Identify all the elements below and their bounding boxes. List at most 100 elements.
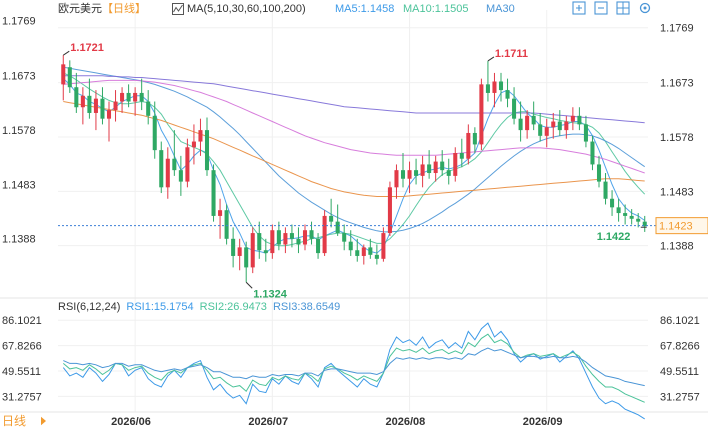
candle-body bbox=[414, 170, 419, 176]
candle-body bbox=[276, 230, 281, 245]
annotation-layer: 1.1423 1.1721 1.1711 1.1324 1.1422 bbox=[58, 42, 708, 300]
candle-body bbox=[440, 161, 445, 171]
candle-body bbox=[126, 92, 131, 102]
rsi-line-rsi1 bbox=[62, 322, 645, 420]
annotation-pointer bbox=[487, 56, 495, 62]
candle-body bbox=[100, 98, 105, 119]
candle-body bbox=[394, 170, 399, 188]
ma-line-ma100 bbox=[63, 101, 645, 197]
candle-body bbox=[67, 67, 72, 88]
candle-body bbox=[178, 170, 183, 182]
candle-body bbox=[106, 110, 112, 119]
candle-body bbox=[472, 132, 477, 145]
candle-body bbox=[616, 207, 621, 214]
candle-body bbox=[400, 170, 406, 179]
candle-body bbox=[355, 250, 360, 256]
candle-body bbox=[146, 101, 151, 116]
period-selector-button[interactable]: 日线 bbox=[2, 414, 27, 428]
candle-body bbox=[302, 230, 308, 245]
candle-body bbox=[570, 115, 575, 122]
candle-body bbox=[361, 247, 366, 256]
candle-body bbox=[296, 238, 301, 245]
candle-body bbox=[590, 141, 595, 165]
grid-icon[interactable] bbox=[616, 1, 630, 15]
chart-header: 欧元美元【日线】 MA(5,10,30,60,100,200) MA5:1.14… bbox=[0, 0, 708, 18]
rsi-title: RSI(6,12,24) bbox=[58, 301, 121, 313]
candle-body bbox=[198, 130, 203, 142]
candle-body bbox=[479, 84, 484, 145]
candle-body bbox=[224, 210, 229, 239]
candle-body bbox=[244, 247, 249, 268]
candle-body bbox=[564, 121, 569, 131]
candle-body bbox=[80, 95, 85, 108]
y-tick-label-right: 1.1769 bbox=[660, 23, 694, 35]
rsi-line-rsi2 bbox=[62, 333, 645, 403]
last-price-box bbox=[655, 217, 708, 235]
candle-body bbox=[74, 87, 79, 108]
candle-body bbox=[466, 132, 471, 159]
y-tick-label-right: 1.1483 bbox=[660, 186, 694, 198]
candle-body bbox=[557, 121, 562, 131]
ma5-value: MA5:1.1458 bbox=[335, 3, 395, 15]
ma-toggle-icon[interactable] bbox=[172, 3, 184, 15]
annotation-pointer bbox=[245, 281, 253, 289]
candlestick-layer bbox=[61, 55, 647, 283]
candle-body bbox=[329, 215, 334, 222]
candle-body bbox=[335, 221, 340, 234]
candle-body bbox=[407, 170, 412, 179]
settings-icon[interactable] bbox=[638, 1, 652, 15]
y-tick-label-left: 1.1769 bbox=[2, 16, 36, 28]
candle-body bbox=[427, 164, 432, 174]
rsi-layer bbox=[62, 322, 645, 420]
candle-body bbox=[636, 218, 641, 222]
rsi-tick-label-left: 49.5511 bbox=[2, 366, 41, 378]
candle-body bbox=[387, 187, 392, 234]
candle-body bbox=[289, 233, 294, 239]
candle-body bbox=[185, 147, 190, 182]
y-tick-label-left: 1.1483 bbox=[2, 179, 36, 191]
y-tick-label-right: 1.1388 bbox=[660, 241, 694, 253]
y-tick-label-left: 1.1673 bbox=[2, 71, 36, 83]
x-tick-label: 2026/06 bbox=[111, 416, 151, 428]
last-price-label: 1.1423 bbox=[659, 221, 693, 233]
symbol-name: 欧元美元 bbox=[58, 3, 102, 15]
candle-body bbox=[453, 153, 458, 176]
candle-body bbox=[629, 215, 634, 219]
screenshot-icon[interactable] bbox=[572, 1, 586, 15]
candle-body bbox=[93, 98, 98, 113]
candle-body bbox=[348, 241, 353, 251]
moving-average-layer bbox=[62, 66, 646, 254]
candle-body bbox=[191, 141, 196, 148]
x-tick-label: 2026/08 bbox=[386, 416, 426, 428]
period-tag[interactable]: 【日线】 bbox=[102, 3, 146, 15]
rsi-tick-label-right: 49.5511 bbox=[660, 366, 699, 378]
candle-body bbox=[120, 92, 125, 102]
grid-layer bbox=[0, 10, 708, 413]
candle-body bbox=[237, 247, 242, 256]
annotation-high-label: 1.1721 bbox=[70, 42, 104, 54]
candle-body bbox=[172, 158, 177, 171]
candle-body bbox=[603, 181, 608, 199]
candle-body bbox=[459, 153, 464, 159]
candle-body bbox=[374, 254, 379, 259]
y-tick-label-right: 1.1578 bbox=[660, 132, 694, 144]
ma-line-ma60 bbox=[63, 79, 645, 174]
candle-body bbox=[322, 215, 327, 254]
annotation-low-label: 1.1324 bbox=[253, 288, 288, 300]
candle-body bbox=[538, 124, 543, 136]
candle-body bbox=[152, 115, 157, 151]
caret-right-icon[interactable] bbox=[41, 416, 46, 426]
ma30-value: MA30 bbox=[486, 3, 515, 15]
candle-body bbox=[342, 233, 347, 242]
candle-body bbox=[498, 81, 504, 91]
rsi-tick-label-left: 31.2757 bbox=[2, 391, 42, 403]
y-tick-label-right: 1.1673 bbox=[660, 78, 694, 90]
rsi2-value: RSI2:26.9473 bbox=[199, 301, 267, 313]
rsi-tick-label-right: 31.2757 bbox=[660, 391, 700, 403]
minus-icon[interactable] bbox=[594, 1, 608, 15]
candle-body bbox=[257, 233, 262, 251]
candle-body bbox=[139, 92, 144, 102]
candle-body bbox=[381, 233, 386, 259]
